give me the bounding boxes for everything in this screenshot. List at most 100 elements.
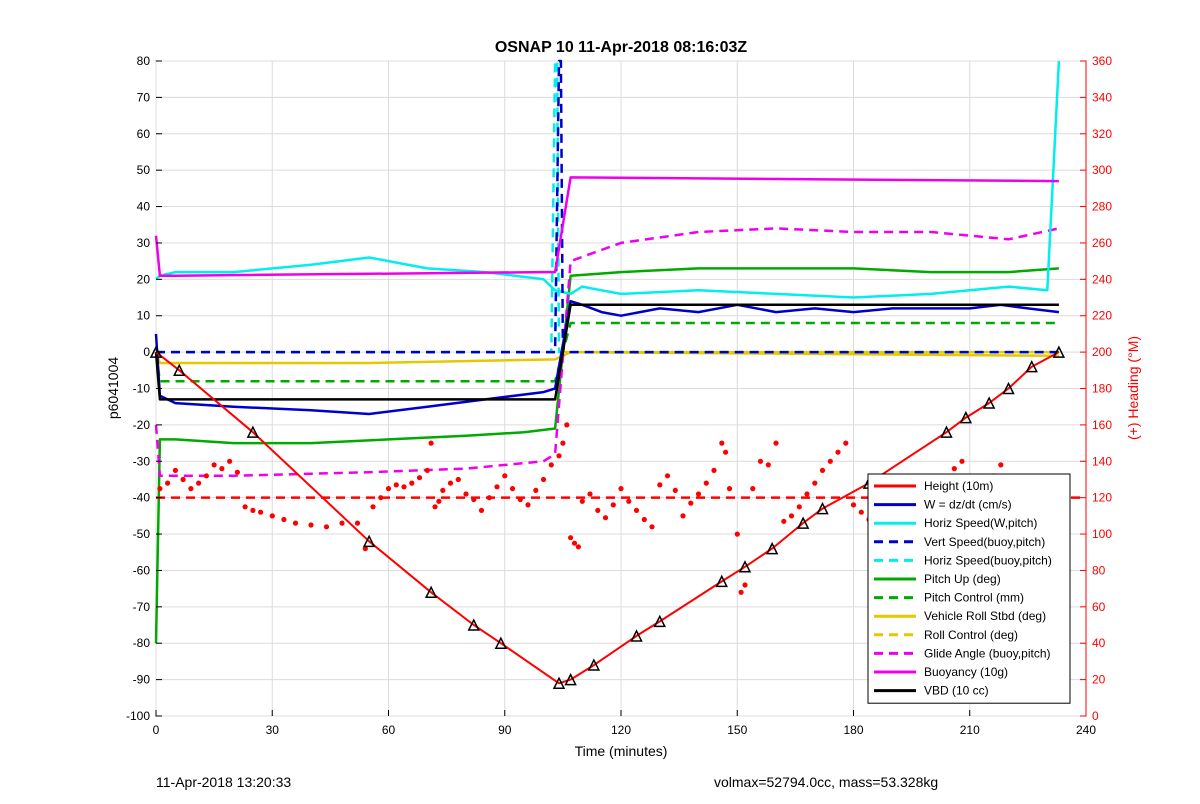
y2-tick-label: 220	[1092, 309, 1112, 323]
heading-point	[723, 449, 729, 455]
marker-layer	[149, 345, 1066, 689]
heading-point	[540, 476, 547, 483]
x-tick-label: 90	[498, 723, 512, 737]
x-tick-label: 30	[266, 723, 280, 737]
y2-tick-label: 200	[1092, 345, 1112, 359]
legend-label-9: Glide Angle (buoy,pitch)	[924, 646, 1051, 660]
series-line-5	[154, 267, 1059, 644]
heading-point	[688, 500, 694, 506]
heading-point	[323, 524, 330, 530]
series-line-0	[155, 351, 1060, 685]
chart-canvas: 0 30 60 90 120 150 180 210 24080706050403020100-…	[105, 39, 1141, 759]
heading-point	[362, 546, 368, 552]
heading-layer	[156, 422, 1086, 595]
heading-point	[494, 484, 500, 490]
heading-point	[726, 486, 733, 492]
y-tick-label: 20	[137, 272, 151, 286]
y-tick-label: -40	[133, 491, 151, 505]
height-marker	[587, 658, 601, 671]
heading-point	[196, 480, 202, 486]
series-line-1	[154, 299, 1060, 416]
y-tick-label: -70	[133, 600, 151, 614]
y-tick-label: -50	[133, 527, 151, 541]
heading-point	[502, 473, 508, 479]
y-tick-label: 30	[137, 236, 151, 250]
y-tick-label: -60	[133, 563, 151, 577]
heading-point	[641, 516, 647, 523]
heading-point	[742, 582, 748, 588]
heading-point	[354, 520, 361, 526]
heading-point	[850, 502, 857, 508]
y-axis-label: p6041004	[105, 357, 121, 420]
y2-tick-label: 120	[1092, 491, 1112, 505]
heading-point	[471, 496, 477, 503]
heading-point	[211, 462, 217, 468]
heading-point	[835, 449, 841, 455]
y-tick-label: 80	[137, 54, 151, 68]
height-marker	[1052, 345, 1066, 358]
heading-point	[719, 440, 725, 446]
heading-point	[548, 462, 554, 468]
heading-point	[843, 440, 849, 446]
height-marker	[246, 425, 260, 438]
y2-tick-label: 240	[1092, 272, 1112, 286]
heading-point	[680, 513, 686, 519]
legend-label-7: Vehicle Roll Stbd (deg)	[924, 609, 1046, 623]
chart-title: OSNAP 10 11-Apr-2018 08:16:03Z	[495, 39, 748, 56]
height-marker	[816, 501, 829, 515]
heading-point	[227, 458, 233, 464]
heading-point	[432, 504, 438, 510]
legend-label-8: Roll Control (deg)	[924, 628, 1018, 642]
series-line-11	[154, 303, 1059, 401]
legend-label-3: Vert Speed(buoy,pitch)	[924, 535, 1045, 549]
legend-label-10: Buoyancy (10g)	[924, 665, 1008, 679]
x-tick-label: 0	[153, 723, 160, 737]
heading-point	[165, 480, 171, 486]
heading-point	[618, 486, 624, 492]
y2-tick-label: 300	[1092, 163, 1112, 177]
heading-point	[819, 467, 826, 473]
heading-point	[455, 476, 461, 483]
heading-point	[796, 504, 802, 510]
y-tick-label: -30	[133, 454, 151, 468]
height-marker	[467, 618, 480, 631]
heading-point	[672, 487, 678, 493]
heading-point	[812, 480, 818, 486]
legend-label-6: Pitch Control (mm)	[924, 591, 1024, 605]
heading-point	[416, 475, 423, 481]
heading-point	[556, 453, 562, 459]
y2-tick-label: 100	[1092, 527, 1112, 541]
legend-label-5: Pitch Up (deg)	[924, 572, 1001, 586]
heading-point	[711, 467, 717, 473]
heading-point	[959, 458, 965, 464]
axis-layer: 0 30 60 90 120 150 180 210 24080706050403020100-…	[126, 54, 1112, 737]
y2-tick-label: 20	[1092, 673, 1106, 687]
heading-point	[378, 495, 384, 501]
heading-point	[695, 491, 702, 497]
heading-point	[587, 491, 593, 497]
heading-point	[339, 520, 345, 526]
legend-box	[867, 473, 1071, 704]
y-tick-label: 10	[137, 309, 151, 323]
heading-point	[610, 502, 616, 508]
heading-point	[571, 540, 578, 546]
legend-label-1: W = dz/dt (cm/s)	[924, 498, 1012, 512]
legend-label-2: Horiz Speed(W,pitch)	[924, 516, 1037, 530]
heading-point	[560, 440, 566, 446]
heading-point	[370, 504, 376, 510]
y-tick-label: -80	[133, 636, 151, 650]
y-tick-label: 40	[137, 200, 151, 214]
height-marker	[630, 629, 643, 642]
y2-tick-label: 0	[1092, 709, 1099, 723]
y-tick-label: 60	[137, 127, 151, 141]
x-tick-label: 210	[960, 723, 980, 737]
height-marker	[959, 410, 973, 424]
y2-tick-label: 80	[1092, 563, 1106, 577]
heading-point	[765, 462, 771, 468]
height-marker	[982, 396, 996, 409]
heading-point	[509, 486, 516, 492]
y2-tick-label: 160	[1092, 418, 1112, 432]
legend-label-11: VBD (10 cc)	[924, 684, 989, 698]
heading-point	[409, 480, 415, 486]
x-axis-label: Time (minutes)	[575, 743, 668, 759]
